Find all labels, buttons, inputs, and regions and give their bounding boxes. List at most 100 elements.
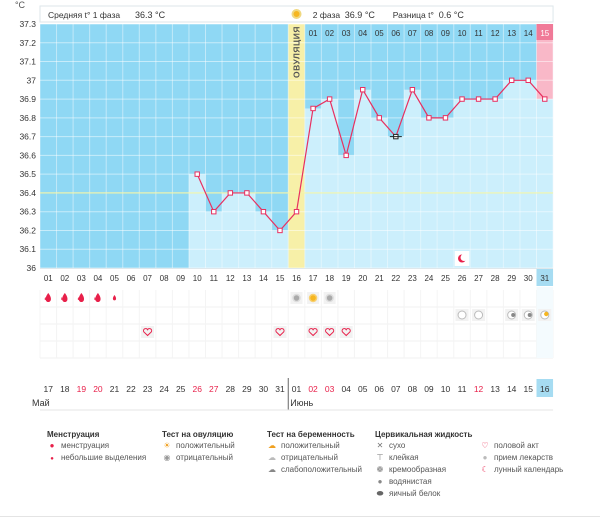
legend-cervical-title: Цервикальная жидкость <box>375 430 473 439</box>
legend-intercourse: ♡ половой акт <box>481 441 539 450</box>
moon-icon-shadow <box>460 254 468 261</box>
sun-icon <box>308 293 318 303</box>
top-day-label: 14 <box>524 29 533 38</box>
top-day-label: 07 <box>408 29 417 38</box>
heart-icon: ♡ <box>481 441 489 450</box>
y-tick-label: 36.3 <box>19 207 36 217</box>
cycle-day-label: 05 <box>110 274 119 283</box>
today-row-highlight <box>536 287 554 358</box>
ovulation-label: ОВУЛЯЦИЯ <box>292 26 302 78</box>
cycle-day-label: 22 <box>391 274 400 283</box>
cycle-day-label: 24 <box>424 274 433 283</box>
legend-cervical-creamy: ❁ кремообразная <box>376 465 447 474</box>
date-label: 26 <box>192 384 202 394</box>
phase1-label: Средняя t° 1 фаза <box>48 10 120 20</box>
cloud-gray-icon <box>527 313 532 317</box>
legend-cervical-eggwhite: ⬬ яичный белок <box>376 489 441 498</box>
cycle-day-label: 20 <box>358 274 367 283</box>
cycle-day-label: 17 <box>309 274 318 283</box>
cloud-sun-icon: ☁ <box>268 441 276 450</box>
small-drop-icon <box>112 295 117 301</box>
temp-bar <box>205 211 223 268</box>
date-label: 27 <box>209 384 219 394</box>
temp-point <box>508 77 515 84</box>
cycle-day-label: 12 <box>226 274 235 283</box>
y-tick-label: 37.2 <box>19 38 36 48</box>
cycle-day-label: 04 <box>93 274 102 283</box>
date-label: 16 <box>540 384 550 394</box>
temp-point <box>277 227 283 234</box>
heart-cell <box>306 326 320 338</box>
top-day-label: 12 <box>491 29 500 38</box>
temp-point <box>542 96 548 102</box>
sun-icon: ☀ <box>163 441 171 450</box>
date-label: 07 <box>391 384 401 394</box>
legend-pregnancy-weak: ☁ слабоположительный <box>268 465 362 474</box>
drop-icon <box>62 293 68 302</box>
temp-point <box>492 96 498 102</box>
date-label: 29 <box>242 384 252 394</box>
temp-point <box>244 190 250 196</box>
date-axis: 17 18 19 20 21 22 23 24 25 26 27 28 29 30 31 01 02 03 04 05… <box>32 378 554 411</box>
phase2-value: 36.9 °C <box>345 10 376 20</box>
heart-icon <box>325 328 335 337</box>
unit-label: °C <box>15 0 26 10</box>
cloud-gray-icon <box>511 313 516 317</box>
top-day-label: 11 <box>474 29 483 38</box>
top-day-label: 03 <box>342 29 351 38</box>
heart-icon <box>341 328 351 337</box>
heart-cell <box>273 326 287 338</box>
legend-moon: ☾ лунный календарь <box>481 465 564 474</box>
temp-point <box>442 115 449 121</box>
cycle-day-label: 21 <box>375 274 384 283</box>
marker-rows: 01 02 03 04 05 06 07 08 09 10 11 12 13 14 15 16 17 18 19 20… <box>39 268 554 359</box>
diff-label: Разница t° <box>393 10 434 20</box>
temp-bar <box>255 211 272 268</box>
date-label: 17 <box>44 384 54 394</box>
water-drop-icon: ● <box>377 477 383 486</box>
chart-header: Средняя t° 1 фаза 36.3 °C 2 фаза 36.9 °C Раз… <box>15 0 554 23</box>
date-label: 31 <box>275 384 285 394</box>
legend-cervical-dry: ✕ сухо <box>376 441 406 450</box>
temp-bar <box>536 99 554 268</box>
drop-icon <box>95 293 101 302</box>
cycle-day-label: 02 <box>60 274 69 283</box>
y-tick-label: 36.4 <box>19 188 36 198</box>
top-day-label: 15 <box>540 29 549 38</box>
date-label: 24 <box>159 384 169 394</box>
cycle-day-label: 06 <box>127 274 136 283</box>
cycle-day-label: 01 <box>44 274 53 283</box>
axis-line <box>40 268 554 269</box>
cycle-day-label: 14 <box>259 274 268 283</box>
legend-menstruation-title: Менструация <box>47 430 100 439</box>
legend-ovulation-negative: ◉ отрицательный <box>163 453 233 462</box>
top-day-label: 13 <box>507 29 516 38</box>
cloud-icon <box>474 310 484 320</box>
cycle-day-label: 15 <box>276 274 285 283</box>
temp-point <box>409 86 416 93</box>
small-drop-icon: ● <box>50 456 54 462</box>
legend-cervical-watery: ● водянистая <box>375 477 432 486</box>
date-label: 14 <box>507 384 517 394</box>
legend-ovulation-title: Тест на овуляцию <box>162 430 234 439</box>
cycle-day-label: 29 <box>507 274 516 283</box>
drop-icon-extra <box>94 297 96 300</box>
temp-bar <box>453 99 471 268</box>
date-label: 22 <box>126 384 136 394</box>
cloud-icon: ☁ <box>268 453 276 462</box>
date-label: 03 <box>325 384 335 394</box>
drop-icon-extra <box>77 297 79 300</box>
date-label: 13 <box>490 384 500 394</box>
temp-point <box>293 208 300 215</box>
cycle-day-label: 27 <box>474 274 483 283</box>
temp-point <box>343 152 349 159</box>
creamy-icon: ❁ <box>376 465 384 474</box>
cycle-day-label: 16 <box>292 274 301 283</box>
temp-bar <box>486 99 504 268</box>
bottom-divider <box>0 516 600 517</box>
month-label: Май <box>32 398 50 408</box>
temp-bar <box>470 99 487 268</box>
date-label: 30 <box>259 384 269 394</box>
top-day-label: 06 <box>391 29 400 38</box>
date-label: 12 <box>474 384 484 394</box>
